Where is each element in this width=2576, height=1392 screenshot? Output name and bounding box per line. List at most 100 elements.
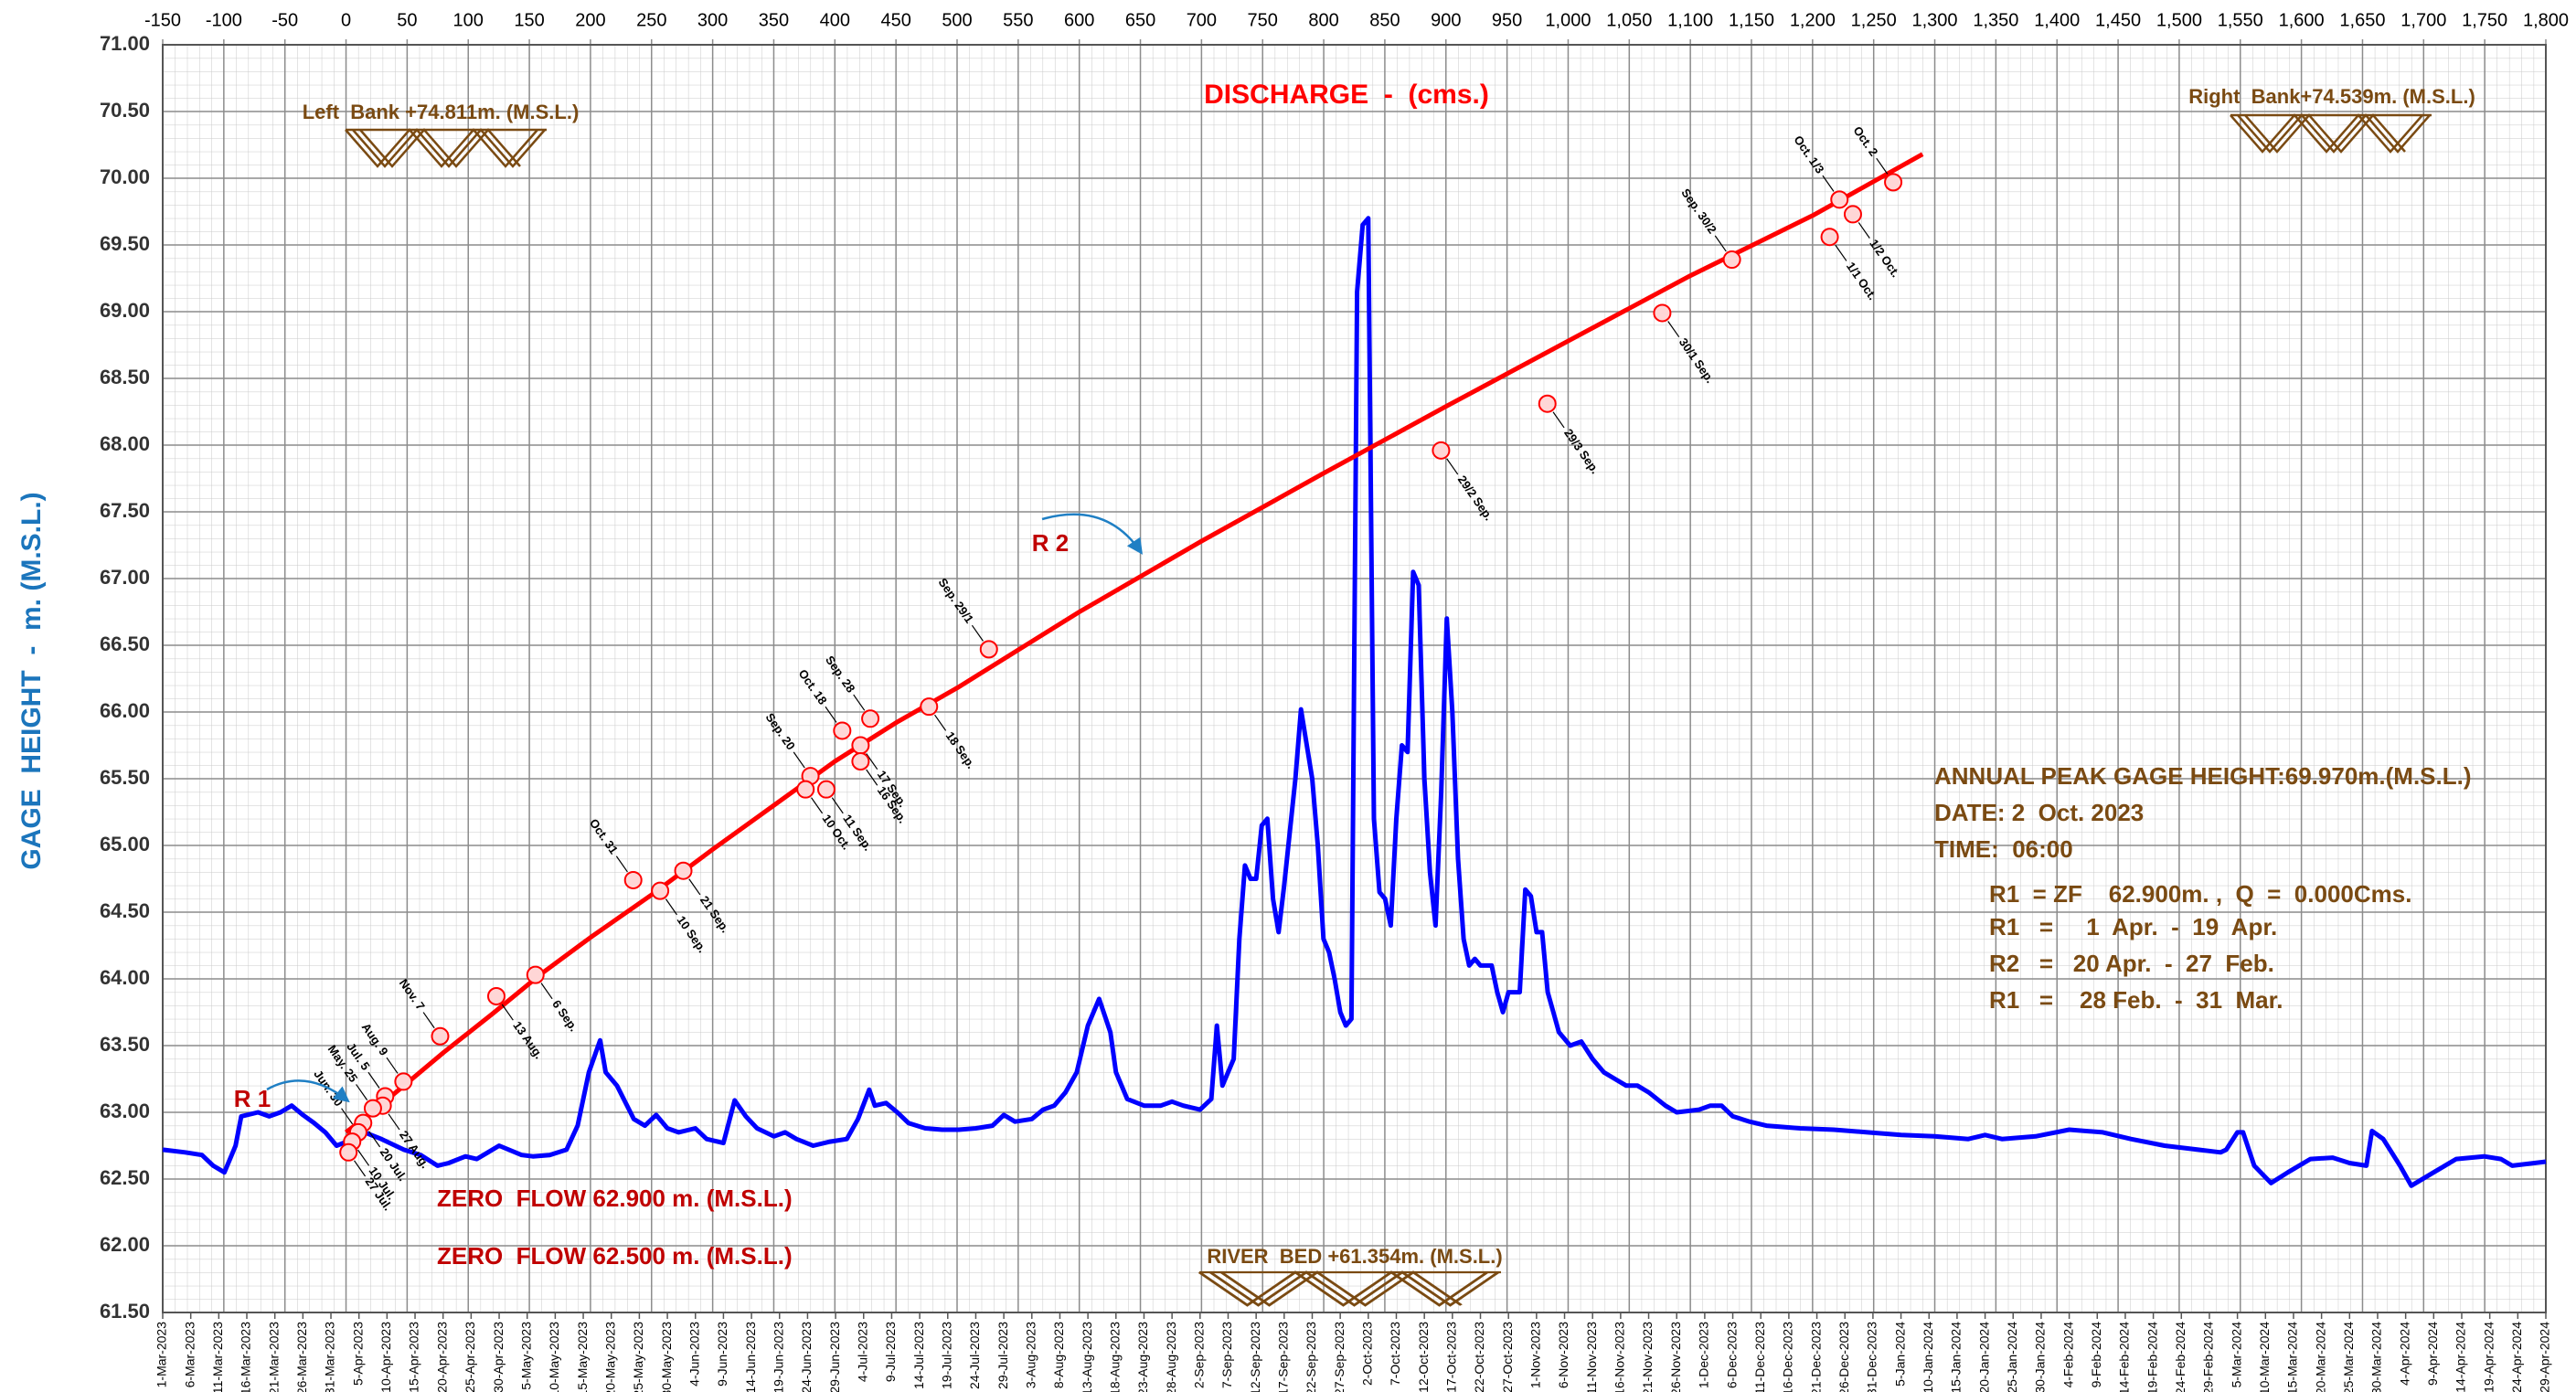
x-tick-label: 11-Nov-2023	[1584, 1322, 1599, 1392]
y-tick-label: 63.00	[100, 1100, 150, 1122]
river-bed-label: RIVER BED +61.354m. (M.S.L.)	[1207, 1245, 1502, 1268]
info-line: ANNUAL PEAK GAGE HEIGHT:69.970m.(M.S.L.)	[1934, 762, 2472, 790]
x-tick-label: 1,350	[1973, 10, 2018, 30]
left-bank-label: Left Bank +74.811m. (M.S.L.)	[303, 101, 580, 123]
x-tick-label: 10-May-2023	[547, 1322, 561, 1392]
measurement-point	[1654, 304, 1670, 321]
y-tick-label: 69.00	[100, 299, 150, 322]
x-axis-title: DISCHARGE - (cms.)	[1204, 80, 1489, 110]
x-tick-label: 11-Mar-2023	[210, 1322, 225, 1392]
x-tick-label: 25-Apr-2023	[463, 1322, 477, 1392]
x-tick-label: 1,550	[2218, 10, 2263, 30]
x-tick-label: 350	[759, 10, 789, 30]
x-tick-label: 14-Jul-2023	[911, 1322, 926, 1389]
x-tick-label: 3-Aug-2023	[1023, 1322, 1038, 1388]
measurement-point	[488, 988, 505, 1004]
x-tick-label: 1-Dec-2023	[1697, 1322, 1711, 1388]
y-tick-label: 62.00	[100, 1233, 150, 1256]
x-tick-label: 850	[1369, 10, 1400, 30]
x-tick-label: 17-Sep-2023	[1276, 1322, 1291, 1392]
x-tick-label: 1,300	[1912, 10, 1958, 30]
x-tick-label: 19-Jun-2023	[771, 1322, 785, 1392]
y-tick-label: 65.00	[100, 833, 150, 855]
y-tick-label: 65.50	[100, 766, 150, 789]
x-tick-label: 950	[1492, 10, 1522, 30]
x-tick-label: 22-Sep-2023	[1304, 1322, 1318, 1392]
info-line: TIME: 06:00	[1934, 835, 2073, 863]
measurement-point	[1432, 442, 1449, 459]
page: {"chart_data": [ {"type": "line", "y_lab…	[0, 0, 2576, 1392]
x-tick-label: 9-Apr-2024	[2425, 1322, 2440, 1386]
x-tick-label: 29-Feb-2024	[2201, 1322, 2216, 1392]
x-tick-label: 1,150	[1729, 10, 1774, 30]
x-tick-label: 12-Sep-2023	[1248, 1322, 1262, 1392]
x-tick-label: 1,600	[2279, 10, 2325, 30]
x-tick-label: 7-Oct-2023	[1388, 1322, 1402, 1386]
measurement-point	[365, 1100, 381, 1117]
x-tick-label: 1,000	[1545, 10, 1591, 30]
x-tick-label: 31-Dec-2023	[1865, 1322, 1879, 1392]
x-tick-label: 21-Nov-2023	[1640, 1322, 1655, 1392]
y-tick-label: 64.00	[100, 966, 150, 989]
info-line: R2 = 20 Apr. - 27 Feb.	[1989, 950, 2274, 977]
x-tick-label: 20-Jan-2024	[1976, 1322, 1991, 1392]
x-tick-label: 300	[697, 10, 728, 30]
info-line: R1 = 28 Feb. - 31 Mar.	[1989, 986, 2283, 1014]
x-tick-label: 10-Apr-2023	[378, 1322, 393, 1392]
x-tick-label: 4-Jun-2023	[687, 1322, 701, 1387]
y-tick-label: 71.00	[100, 32, 150, 55]
x-tick-label: 250	[636, 10, 666, 30]
x-tick-label: 15-Apr-2023	[407, 1322, 421, 1392]
x-tick-label: 24-Jul-2023	[967, 1322, 982, 1389]
x-tick-label: 1,500	[2156, 10, 2202, 30]
x-tick-label: 500	[942, 10, 972, 30]
x-tick-label: 19-Jul-2023	[939, 1322, 953, 1389]
right-bank-label: Right Bank+74.539m. (M.S.L.)	[2188, 85, 2475, 108]
x-tick-label: 23-Aug-2023	[1135, 1322, 1150, 1392]
chart: 61.5062.0062.5063.0063.5064.0064.5065.00…	[0, 0, 2576, 1392]
x-tick-label: 15-Mar-2024	[2285, 1322, 2300, 1392]
measurement-point	[1539, 396, 1556, 412]
x-tick-label: -100	[206, 10, 242, 30]
x-tick-label: 5-Mar-2024	[2229, 1322, 2243, 1388]
x-tick-label: 18-Aug-2023	[1108, 1322, 1123, 1392]
info-line: DATE: 2 Oct. 2023	[1934, 799, 2144, 826]
x-tick-label: 26-Nov-2023	[1668, 1322, 1683, 1392]
x-tick-label: 27-Oct-2023	[1500, 1322, 1515, 1392]
x-tick-label: 14-Jun-2023	[743, 1322, 758, 1392]
x-tick-label: 10-Mar-2024	[2257, 1322, 2272, 1392]
x-tick-label: 16-Dec-2023	[1781, 1322, 1795, 1392]
x-tick-label: 20-Mar-2024	[2313, 1322, 2327, 1392]
x-tick-label: 5-Apr-2023	[350, 1322, 365, 1386]
x-tick-label: 1,450	[2095, 10, 2141, 30]
x-tick-label: 1,700	[2400, 10, 2446, 30]
x-tick-label: 16-Mar-2023	[239, 1322, 253, 1392]
x-tick-label: 8-Aug-2023	[1051, 1322, 1066, 1388]
x-tick-label: 15-Jan-2024	[1949, 1322, 1964, 1392]
info-line: R1 = 1 Apr. - 19 Apr.	[1989, 913, 2277, 940]
x-tick-label: 29-Apr-2024	[2538, 1322, 2552, 1392]
x-tick-label: 1,050	[1606, 10, 1652, 30]
info-line: R1 = ZF 62.900m. , Q = 0.000Cms.	[1989, 880, 2411, 908]
x-tick-label: 1,400	[2034, 10, 2080, 30]
x-tick-label: 24-Feb-2024	[2173, 1322, 2187, 1392]
y-tick-label: 70.50	[100, 99, 150, 122]
x-tick-label: 1,800	[2523, 10, 2569, 30]
x-tick-label: 27-Sep-2023	[1332, 1322, 1347, 1392]
x-tick-label: 9-Jun-2023	[715, 1322, 729, 1387]
x-tick-label: 25-May-2023	[631, 1322, 645, 1392]
y-tick-label: 64.50	[100, 899, 150, 922]
x-tick-label: 1,650	[2339, 10, 2385, 30]
measurement-point	[981, 641, 997, 657]
y-tick-label: 67.50	[100, 499, 150, 522]
measurement-point	[852, 753, 868, 770]
x-tick-label: 0	[341, 10, 351, 30]
measurement-point	[340, 1144, 357, 1161]
x-tick-label: 1,250	[1851, 10, 1897, 30]
x-tick-label: 700	[1187, 10, 1217, 30]
curve-label: R 2	[1032, 529, 1069, 557]
measurement-point	[1845, 206, 1861, 222]
x-tick-label: 19-Apr-2024	[2481, 1322, 2496, 1392]
x-tick-label: 13-Aug-2023	[1080, 1322, 1094, 1392]
x-tick-label: 50	[397, 10, 417, 30]
